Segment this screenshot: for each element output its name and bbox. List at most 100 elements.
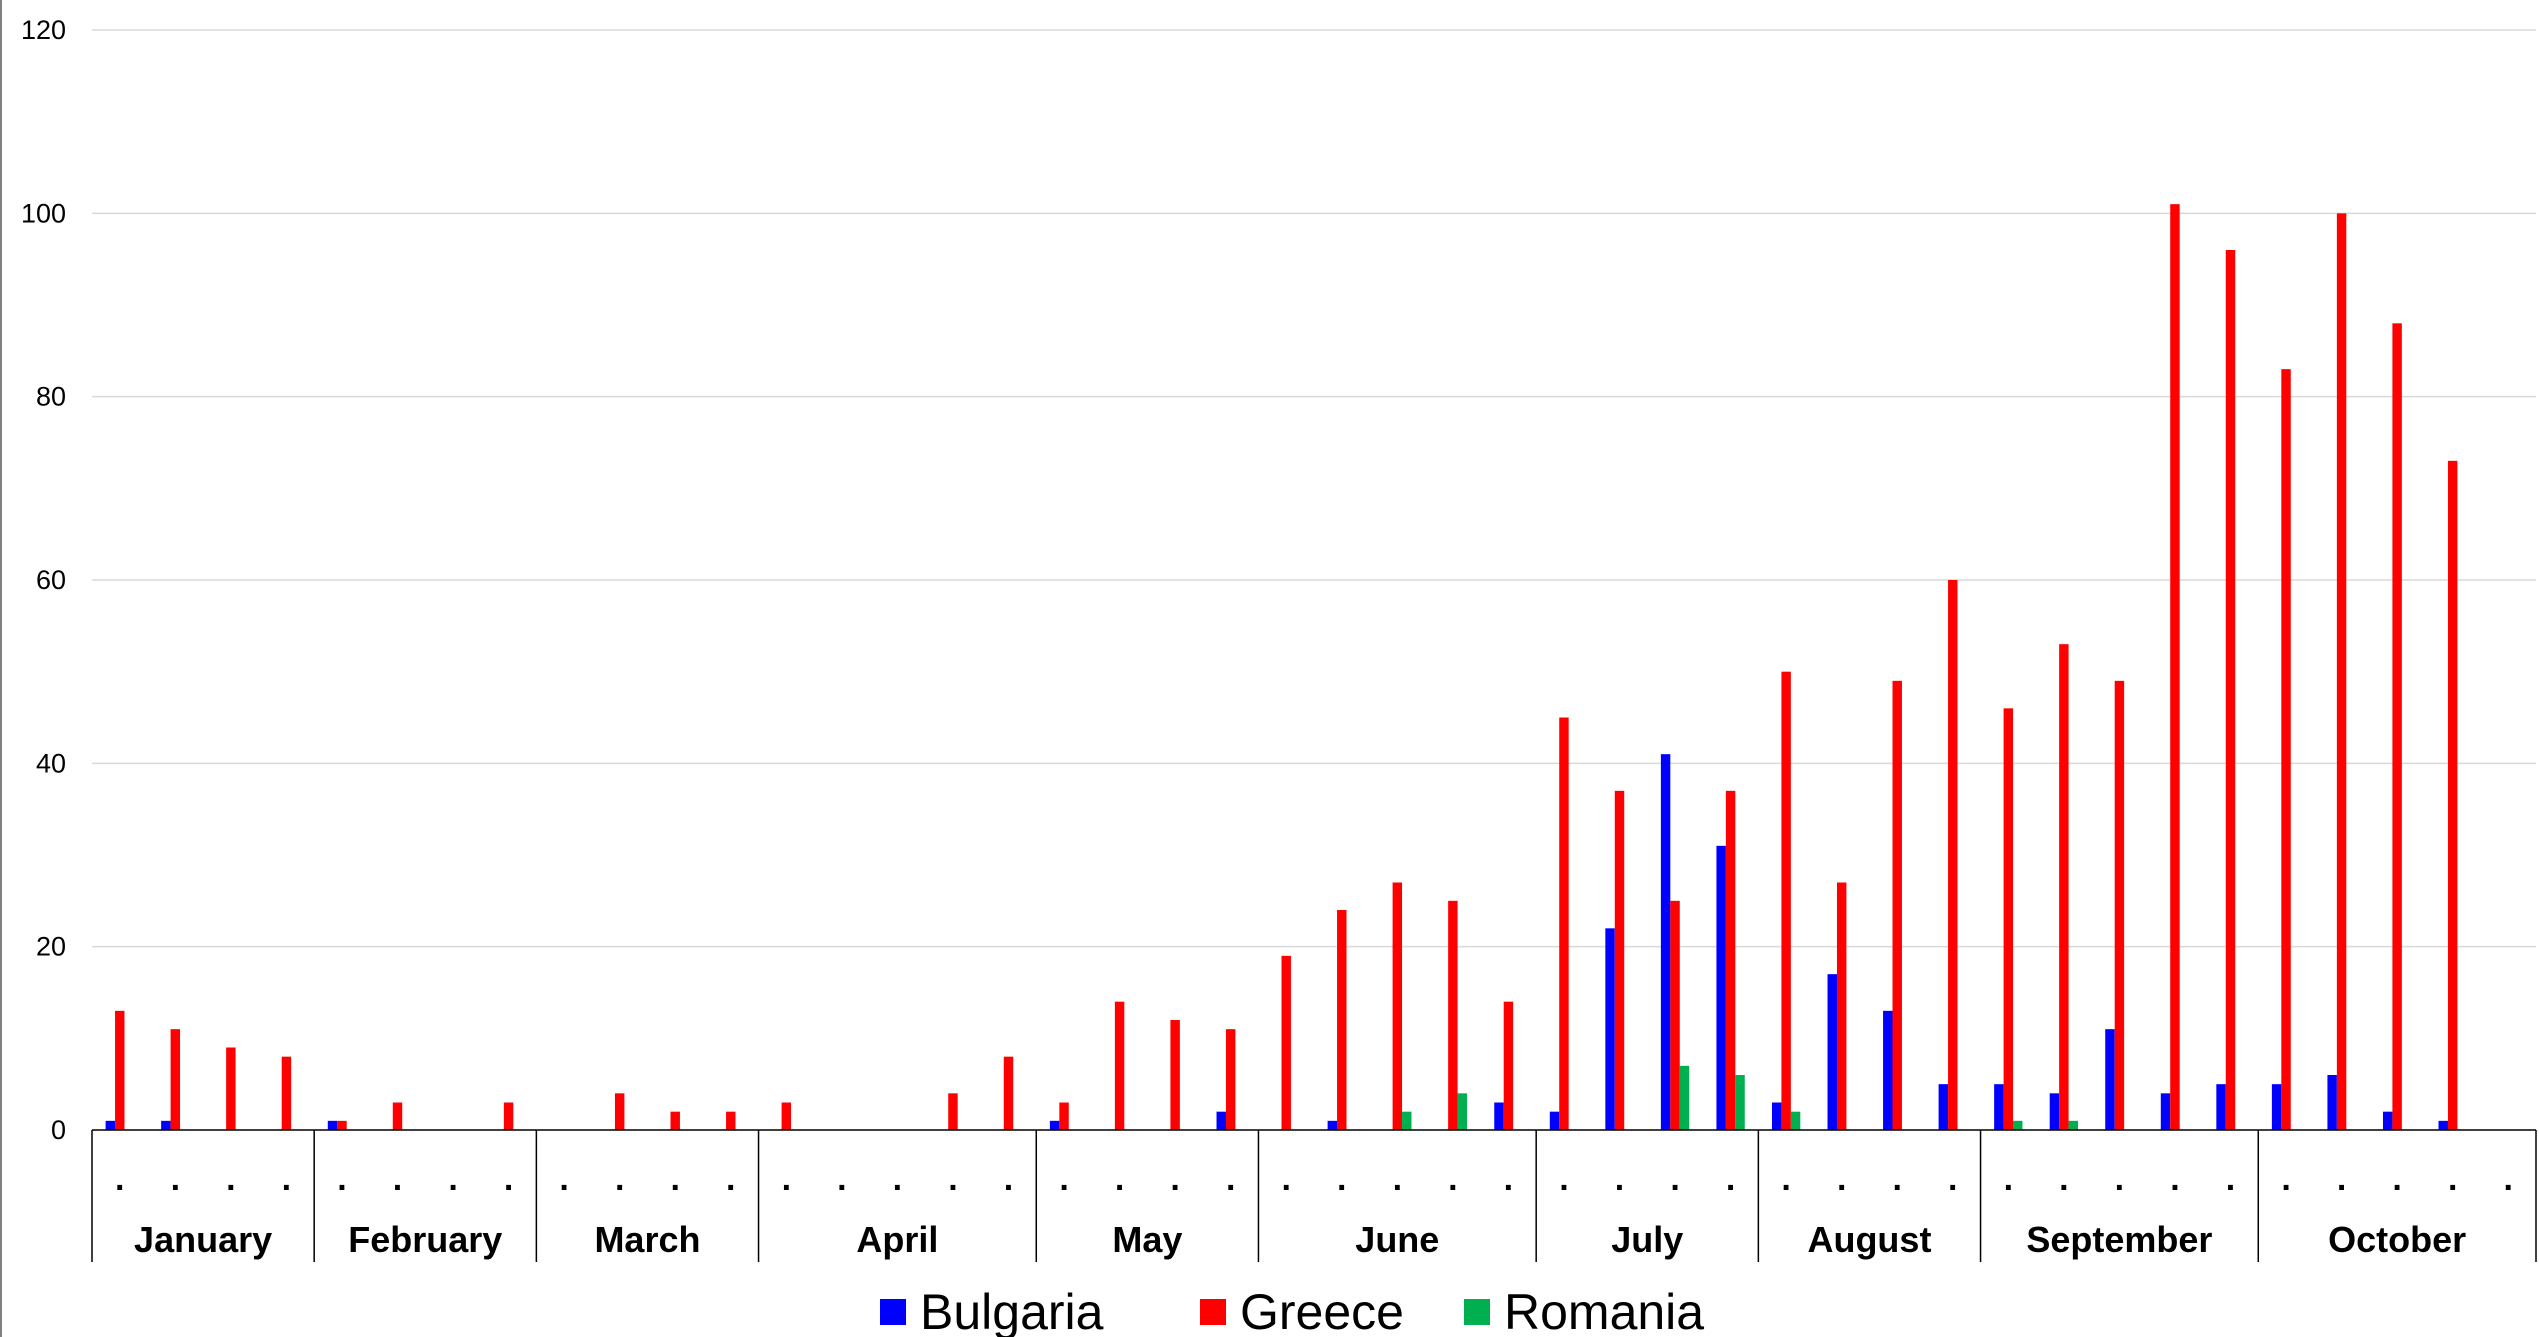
bar-greece xyxy=(337,1120,347,1130)
legend-label: Romania xyxy=(1504,1284,1704,1337)
bar-greece xyxy=(1448,900,1458,1130)
week-tick-label: . xyxy=(1559,1160,1568,1198)
bar-bulgaria xyxy=(1883,1010,1893,1130)
bar-bulgaria xyxy=(105,1120,116,1130)
week-tick-label: . xyxy=(504,1160,513,1198)
bar-romania xyxy=(1735,1075,1745,1130)
bar-greece xyxy=(392,1102,403,1130)
week-tick-label: . xyxy=(2448,1160,2457,1198)
week-tick-label: . xyxy=(1893,1160,1902,1198)
bar-bulgaria xyxy=(1549,1111,1560,1130)
bar-bulgaria xyxy=(2160,1093,2171,1130)
bar-greece xyxy=(2170,204,2180,1131)
week-tick-label: . xyxy=(282,1160,291,1198)
bar-greece xyxy=(1281,955,1291,1130)
week-tick-label: . xyxy=(615,1160,624,1198)
week-tick-label: . xyxy=(337,1160,346,1198)
bar-greece xyxy=(1559,717,1569,1130)
bar-greece xyxy=(670,1111,680,1130)
bar-bulgaria xyxy=(161,1120,171,1130)
y-axis: 0 20 40 60 80 100 120 xyxy=(21,15,66,1145)
bar-greece xyxy=(1892,680,1902,1130)
bar-greece xyxy=(1337,910,1347,1130)
bar-bulgaria xyxy=(1216,1111,1226,1130)
bar-greece xyxy=(1781,671,1791,1130)
y-tick-label: 100 xyxy=(21,198,66,228)
week-tick-label: . xyxy=(1726,1160,1735,1198)
bar-bulgaria xyxy=(1049,1120,1060,1130)
bar-greece xyxy=(1948,580,1958,1130)
week-tick-label: . xyxy=(1115,1160,1124,1198)
month-label: October xyxy=(2328,1219,2466,1260)
week-tick-label: . xyxy=(1059,1160,1068,1198)
bar-greece xyxy=(503,1102,514,1130)
bar-greece xyxy=(2336,213,2347,1130)
bar-greece xyxy=(1503,1001,1514,1130)
bar-greece xyxy=(1170,1020,1180,1130)
bar-bulgaria xyxy=(1660,754,1671,1130)
y-tick-label: 80 xyxy=(36,382,66,412)
week-tick-label: . xyxy=(171,1160,180,1198)
bar-greece xyxy=(1225,1029,1236,1130)
bar-bulgaria xyxy=(2105,1029,2115,1130)
bar-bulgaria xyxy=(1716,845,1726,1130)
week-tick-label: . xyxy=(782,1160,791,1198)
bar-romania xyxy=(1679,1065,1690,1130)
bar-greece xyxy=(1836,882,1847,1130)
y-tick-label: 40 xyxy=(36,748,66,778)
month-label: January xyxy=(134,1219,272,1260)
month-label: February xyxy=(348,1219,502,1260)
legend: Bulgaria Greece Romania xyxy=(880,1284,1704,1337)
week-tick-label: . xyxy=(1448,1160,1457,1198)
y-tick-label: 0 xyxy=(51,1115,66,1145)
week-tick-label: . xyxy=(1615,1160,1624,1198)
bar-romania xyxy=(1457,1093,1468,1130)
bar-greece xyxy=(1614,790,1625,1130)
bar-bulgaria xyxy=(2382,1111,2393,1130)
legend-swatch xyxy=(1464,1299,1490,1325)
week-tick-label: . xyxy=(448,1160,457,1198)
week-tick-label: . xyxy=(1670,1160,1679,1198)
bar-greece xyxy=(1725,790,1736,1130)
bar-bulgaria xyxy=(2327,1075,2337,1130)
month-label: March xyxy=(594,1219,700,1260)
week-tick-label: . xyxy=(559,1160,568,1198)
week-tick-label: . xyxy=(2059,1160,2068,1198)
bar-bulgaria xyxy=(1605,928,1615,1130)
bar-bulgaria xyxy=(1494,1102,1504,1130)
bar-greece xyxy=(2114,680,2125,1130)
bar-greece xyxy=(948,1093,958,1130)
bar-romania xyxy=(1402,1111,1412,1130)
week-tick-label: . xyxy=(1504,1160,1513,1198)
month-label: August xyxy=(1807,1219,1931,1260)
month-label: September xyxy=(2026,1219,2212,1260)
month-label: July xyxy=(1611,1219,1683,1260)
y-tick-label: 60 xyxy=(36,565,66,595)
bar-bulgaria xyxy=(2049,1093,2060,1130)
week-tick-label: . xyxy=(393,1160,402,1198)
week-tick-label: . xyxy=(2392,1160,2401,1198)
bar-greece xyxy=(2225,250,2236,1130)
bar-greece xyxy=(1003,1056,1014,1130)
month-label: June xyxy=(1355,1219,1439,1260)
week-tick-label: . xyxy=(2504,1160,2513,1198)
week-tick-label: . xyxy=(2170,1160,2179,1198)
legend-label: Greece xyxy=(1240,1284,1404,1337)
week-tick-label: . xyxy=(1337,1160,1346,1198)
week-tick-label: . xyxy=(1393,1160,1402,1198)
bar-greece xyxy=(2392,323,2402,1131)
bar-greece xyxy=(1392,882,1403,1130)
week-tick-label: . xyxy=(1837,1160,1846,1198)
bar-bulgaria xyxy=(1827,974,1837,1130)
week-tick-label: . xyxy=(1170,1160,1179,1198)
bar-greece xyxy=(1059,1102,1069,1130)
week-tick-label: . xyxy=(1004,1160,1013,1198)
bar-greece xyxy=(614,1093,625,1130)
month-label: April xyxy=(856,1219,938,1260)
bar-bulgaria xyxy=(2216,1084,2226,1130)
bar-greece xyxy=(1114,1001,1125,1130)
bar-bulgaria xyxy=(327,1120,338,1130)
bar-romania xyxy=(2013,1120,2023,1130)
bar-greece xyxy=(1670,900,1680,1130)
bar-greece xyxy=(2059,644,2069,1130)
